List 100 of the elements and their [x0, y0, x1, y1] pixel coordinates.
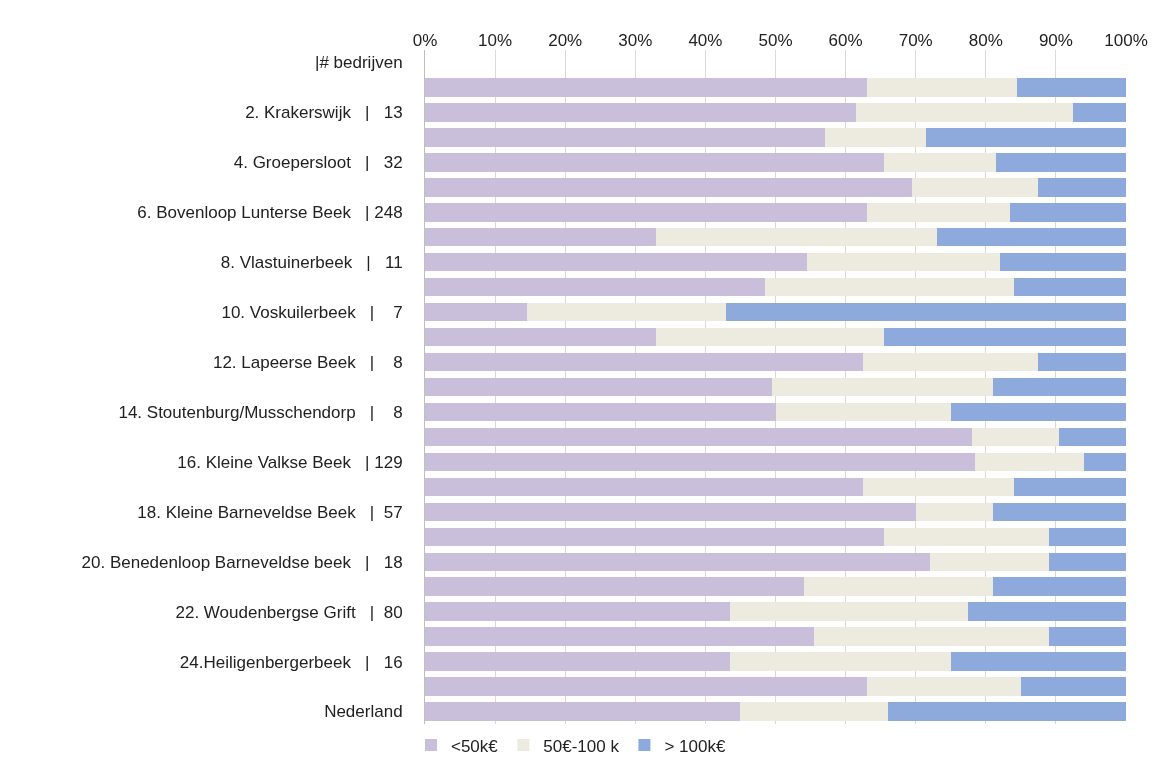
bar: [884, 527, 1049, 547]
bar: [866, 78, 1018, 97]
bar: [1020, 677, 1126, 696]
y-tick-label: 20. Benedenloop Barneveldse beek | 18: [81, 552, 403, 572]
bar: [971, 427, 1060, 447]
x-tick-label: 80%: [968, 30, 1003, 50]
y-tick-label: 10. Voskuilerbeek | 7: [221, 303, 403, 323]
bar: [1038, 352, 1126, 372]
bar: [425, 477, 864, 497]
bar: [425, 427, 972, 447]
bar: [863, 352, 1039, 372]
bar: [425, 252, 808, 272]
bar: [425, 402, 776, 422]
bar: [915, 502, 993, 522]
bar: [999, 252, 1126, 272]
bar: [992, 577, 1126, 596]
bar: [1048, 527, 1126, 547]
x-tick-label: 60%: [828, 30, 863, 50]
bar: [884, 153, 997, 172]
bar: [740, 702, 888, 721]
x-tick-label: 30%: [618, 30, 653, 50]
x-tick-label: 10%: [478, 30, 513, 50]
bar: [425, 677, 867, 696]
bar: [425, 502, 916, 522]
bar: [992, 377, 1126, 397]
bar: [926, 128, 1126, 147]
bar: [856, 103, 1074, 122]
bar: [929, 552, 1049, 571]
bar: [425, 277, 765, 297]
bar: [425, 602, 730, 621]
bar: [772, 377, 993, 397]
legend-label: > 100k€: [664, 736, 726, 756]
bar: [1048, 627, 1126, 646]
x-tick-label: 40%: [688, 30, 723, 50]
bar: [425, 552, 930, 571]
bar: [950, 652, 1126, 671]
bar: [425, 128, 825, 147]
bar: [866, 677, 1021, 696]
legend-label: 50€-100 k: [543, 736, 620, 756]
bar: [425, 103, 857, 122]
bar: [992, 502, 1126, 522]
bar: [975, 452, 1084, 472]
bar: [912, 178, 1039, 197]
bar: [824, 128, 927, 147]
y-tick-label: 14. Stoutenburg/Musschendorp | 8: [118, 402, 403, 422]
bar: [1038, 178, 1126, 197]
y-tick-label: 22. Woudenbergse Grift | 80: [175, 602, 403, 622]
legend-label: <50k€: [450, 736, 499, 756]
y-tick-label: |# bedrijven: [315, 53, 403, 73]
y-tick-label: 4. Groepersloot | 32: [233, 153, 403, 173]
x-tick-label: 20%: [548, 30, 583, 50]
bar: [425, 227, 657, 247]
bar: [887, 702, 1126, 721]
bar: [814, 627, 1049, 646]
bar: [1013, 277, 1126, 297]
bar: [656, 227, 937, 247]
bar: [425, 652, 730, 671]
bar: [425, 627, 815, 646]
bar: [729, 602, 969, 621]
y-tick-label: 24.Heiligenbergerbeek | 16: [179, 652, 403, 672]
bar: [425, 352, 864, 372]
bar: [729, 652, 951, 671]
y-tick-label: 12. Lapeerse Beek | 8: [212, 352, 403, 372]
x-tick-label: 70%: [898, 30, 933, 50]
bar: [764, 277, 1014, 297]
bar: [526, 302, 727, 322]
x-tick-label: 100%: [1104, 30, 1148, 50]
bar: [884, 327, 1126, 347]
bar: [1048, 552, 1126, 571]
bar: [968, 602, 1126, 621]
bar: [996, 153, 1126, 172]
bar: [425, 78, 867, 97]
bar: [950, 402, 1126, 422]
bar: [1013, 477, 1126, 497]
bar: [425, 327, 657, 347]
y-tick-label: 8. Vlastuinerbeek | 11: [220, 253, 403, 273]
bar: [425, 527, 885, 547]
bar: [1059, 427, 1126, 447]
bar: [425, 452, 976, 472]
bar: [425, 577, 804, 596]
bar: [1073, 103, 1126, 122]
y-tick-label: 18. Kleine Barneveldse Beek | 57: [137, 502, 403, 522]
x-tick-label: 0%: [412, 30, 438, 50]
bar: [1017, 78, 1126, 97]
x-tick-label: 50%: [758, 30, 793, 50]
x-tick-label: 90%: [1038, 30, 1073, 50]
bar: [425, 153, 885, 172]
bar: [425, 702, 741, 721]
bar: [936, 227, 1126, 247]
bar: [863, 477, 1014, 497]
bar: [866, 203, 1011, 222]
bar: [775, 402, 951, 422]
y-tick-label: 6. Bovenloop Lunterse Beek | 248: [137, 203, 403, 223]
bar: [425, 377, 772, 397]
y-tick-label: 16. Kleine Valkse Beek | 129: [177, 452, 403, 472]
bar: [726, 302, 1126, 322]
bar: [1010, 203, 1126, 222]
bar: [1083, 452, 1126, 472]
bar: [425, 302, 527, 322]
y-tick-label: 2. Krakerswijk | 13: [245, 103, 403, 123]
